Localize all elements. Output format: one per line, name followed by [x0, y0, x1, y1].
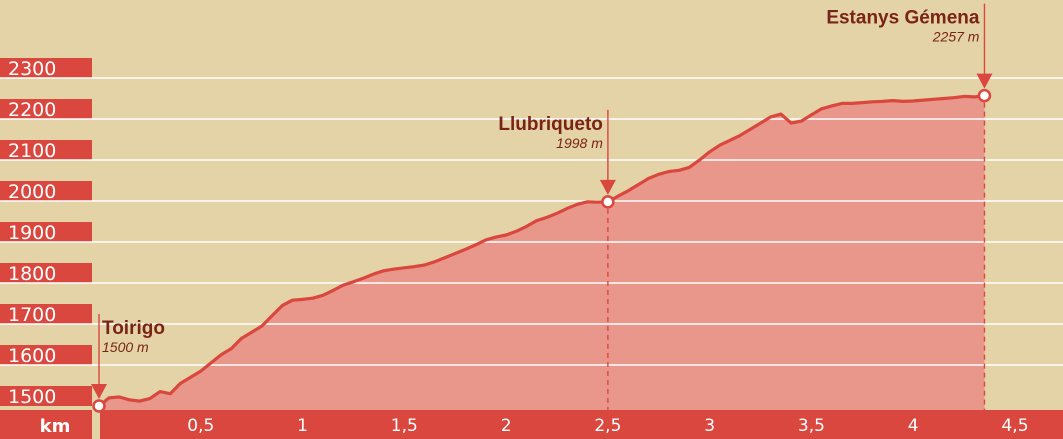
waypoint-marker	[92, 399, 106, 413]
y-tick-label: 1900	[8, 222, 56, 244]
y-band-1600	[0, 345, 92, 365]
waypoint-arrow-head	[91, 384, 107, 399]
grid-lines	[0, 77, 1063, 366]
elevation-area	[99, 95, 985, 410]
y-tick-label: 1700	[8, 304, 56, 326]
y-tick-label: 2100	[8, 140, 56, 162]
waypoint-altitude: 2257 m	[932, 29, 980, 45]
waypoint-marker	[977, 88, 992, 103]
x-axis-unit-box	[0, 410, 92, 439]
x-tick-label: 1,5	[391, 416, 418, 436]
waypoint-name: Estanys Gémena	[826, 8, 980, 29]
y-tick-label: 1600	[8, 345, 56, 367]
y-axis-labels: 1500 1600 1700 1800 1900 2000 2100 2200 2300	[8, 58, 56, 408]
y-band-1500	[0, 386, 92, 406]
y-tick-label: 2000	[8, 181, 56, 203]
y-tick-label: 1500	[8, 386, 56, 408]
x-axis: km	[0, 410, 1063, 439]
waypoint-markers	[91, 3, 993, 413]
x-tick-label: 3,5	[798, 416, 825, 436]
y-band-2300	[0, 58, 92, 78]
x-tick-label: 1	[297, 416, 308, 436]
y-band-1700	[0, 304, 92, 324]
y-band-2200	[0, 99, 92, 119]
y-band-2000	[0, 181, 92, 201]
x-axis-tick-labels: 0,5 1 1,5 2 2,5 3 3,5 4 4,5	[187, 416, 1028, 436]
waypoint-arrow-head	[599, 179, 616, 195]
elevation-line	[97, 94, 987, 408]
x-tick-label: 4	[908, 416, 919, 436]
y-band-2100	[0, 140, 92, 160]
y-axis-bands	[0, 58, 92, 406]
y-tick-label: 2300	[8, 58, 56, 80]
y-band-1800	[0, 263, 92, 283]
waypoint-altitude: 1998 m	[556, 135, 603, 151]
waypoint-marker	[601, 195, 615, 209]
area-layer	[99, 95, 985, 410]
waypoint-name: Llubriqueto	[498, 114, 602, 135]
x-tick-label: 0,5	[187, 416, 214, 436]
x-tick-label: 4,5	[1001, 416, 1028, 436]
y-band-1900	[0, 222, 92, 242]
waypoint-arrow-head	[976, 73, 993, 89]
x-tick-label: 2,5	[594, 416, 621, 436]
waypoint-name: Toirigo	[102, 318, 165, 339]
x-tick-label: 3	[704, 416, 715, 436]
x-axis-band	[100, 410, 1063, 439]
line-layer	[97, 94, 987, 408]
y-tick-label: 1800	[8, 263, 56, 285]
x-axis-unit-label: km	[40, 416, 71, 437]
x-tick-label: 2	[501, 416, 512, 436]
waypoint-altitude: 1500 m	[102, 339, 149, 355]
y-tick-label: 2200	[8, 99, 56, 121]
